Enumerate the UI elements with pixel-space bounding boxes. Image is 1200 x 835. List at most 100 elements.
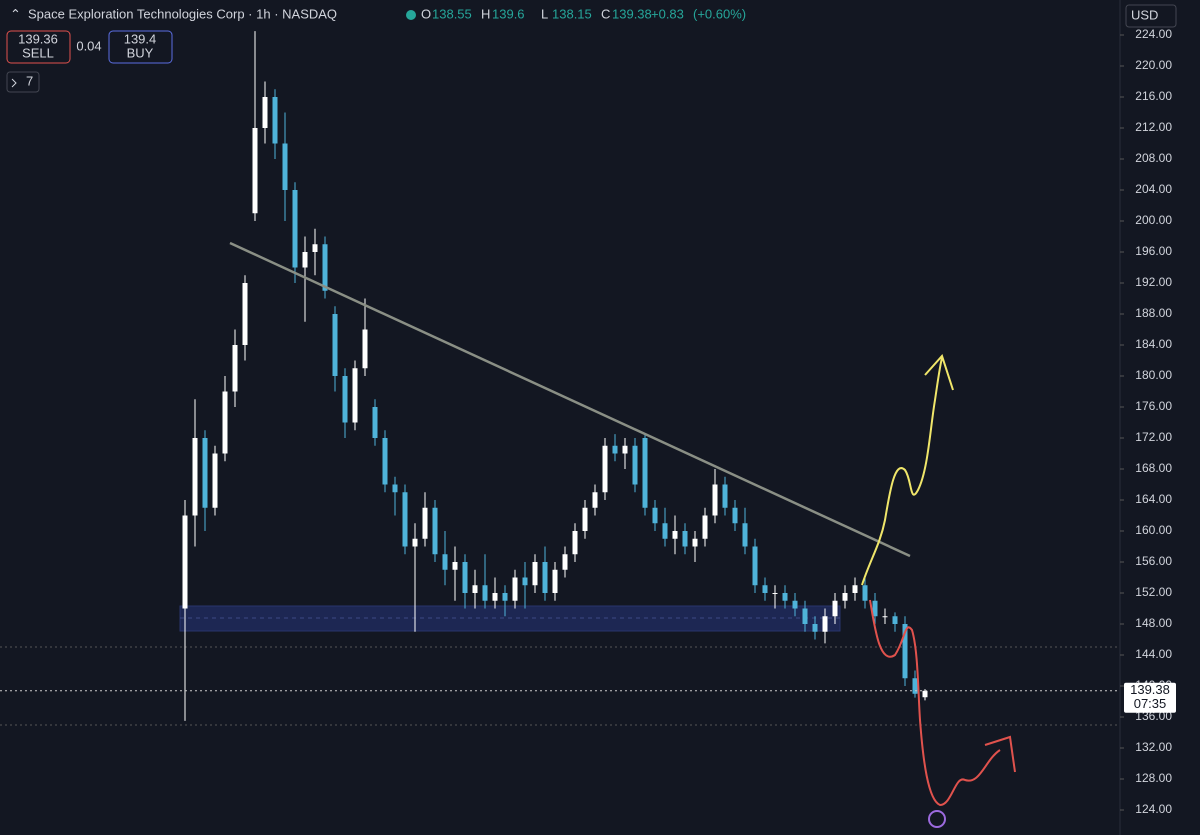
candle-body [762,585,768,593]
candle-body [912,678,918,694]
collapse-icon[interactable]: ⌃ [10,6,21,21]
candle-body [752,546,758,586]
candle-body [772,593,778,594]
y-tick-label: 124.00 [1135,802,1172,816]
candle-body [632,445,638,485]
currency-box[interactable] [1125,4,1177,28]
candle-body [192,438,198,516]
buy-label: BUY [127,45,154,60]
y-tick-label: 160.00 [1135,523,1172,537]
y-tick-label: 200.00 [1135,213,1172,227]
candle-body [812,624,818,632]
y-tick-label: 148.00 [1135,616,1172,630]
candle-body [892,616,898,624]
ohlc-value: 138.15 [552,6,592,21]
ohlc-value: 139.6 [492,6,525,21]
candle-body [872,600,878,617]
candle-body [902,624,908,679]
candle-body [792,600,798,609]
candle-body [502,593,508,601]
indicators-toggle[interactable] [6,71,40,93]
candle-body [252,128,258,214]
candle-body [552,569,558,593]
candle-body [442,554,448,570]
candle-body [562,554,568,570]
y-tick-label: 224.00 [1135,27,1172,41]
candle-body [202,438,208,508]
y-tick-label: 164.00 [1135,492,1172,506]
sell-button[interactable] [6,30,71,64]
candle-body [602,445,608,493]
y-tick-label: 216.00 [1135,89,1172,103]
y-tick-label: 132.00 [1135,740,1172,754]
ohlc-letter: H [481,6,490,21]
countdown: 07:35 [1134,696,1167,711]
market-status [406,10,416,20]
candle-body [372,407,378,438]
y-tick-label: 128.00 [1135,771,1172,785]
candle-body [862,585,868,601]
currency: USD [1131,7,1158,22]
bullish-path [861,354,954,586]
candle-body [422,507,428,539]
last-price: 139.38 [1130,682,1170,697]
candle-body [652,507,658,524]
y-tick-label: 172.00 [1135,430,1172,444]
candle-body [382,438,388,485]
y-tick-label: 176.00 [1135,399,1172,413]
candle-body [242,283,248,345]
candle-body [782,593,788,601]
candle-body [822,616,828,632]
y-tick-label: 208.00 [1135,151,1172,165]
candle-body [672,531,678,539]
candle-body [332,314,338,376]
candle-body [832,600,838,617]
sell-label: SELL [22,45,54,60]
candle-body [642,438,648,508]
y-tick-label: 188.00 [1135,306,1172,320]
ohlc-letter: O [421,6,431,21]
indicator-count: 7 [26,73,33,88]
sell-price: 139.36 [18,31,58,46]
y-tick-label: 196.00 [1135,244,1172,258]
candle-body [232,345,238,392]
candle-body [432,507,438,555]
candle-body [572,531,578,555]
candle-body [522,577,528,586]
candle-body [702,515,708,539]
ohlc-letter: L [541,6,548,21]
candle-body [282,143,288,190]
candle-body [612,445,618,454]
candle-body [412,538,418,547]
candle-body [482,585,488,601]
candle-body [342,376,348,423]
ohlc-value: 139.38 [612,6,652,21]
candle-body [922,690,928,698]
candle-body [492,593,498,601]
candle-body [592,492,598,508]
candle-body [212,453,218,508]
ohlc-value: 138.55 [432,6,472,21]
candle-body [712,484,718,516]
bearish-path [869,599,1016,807]
y-tick-label: 184.00 [1135,337,1172,351]
change-pct: (+0.60%) [693,6,746,21]
ohlc-letter: C [601,6,610,21]
chevron [11,78,17,88]
y-tick-label: 204.00 [1135,182,1172,196]
candle-body [542,562,548,593]
candle-body [302,252,308,268]
candle-body [402,492,408,547]
candle-body [622,445,628,454]
candle-body [272,97,278,144]
buy-button[interactable] [108,30,173,64]
ohlc-legend: O 138.55 H 139.6 L 138.15 C 139.38 +0.83 (+0.60%) [421,6,746,21]
candle-body [222,391,228,454]
event-icon[interactable] [928,810,946,828]
candle-body [882,616,888,618]
y-tick-label: 168.00 [1135,461,1172,475]
candle-body [362,329,368,369]
candle-body [472,585,478,593]
candle-body [532,562,538,586]
